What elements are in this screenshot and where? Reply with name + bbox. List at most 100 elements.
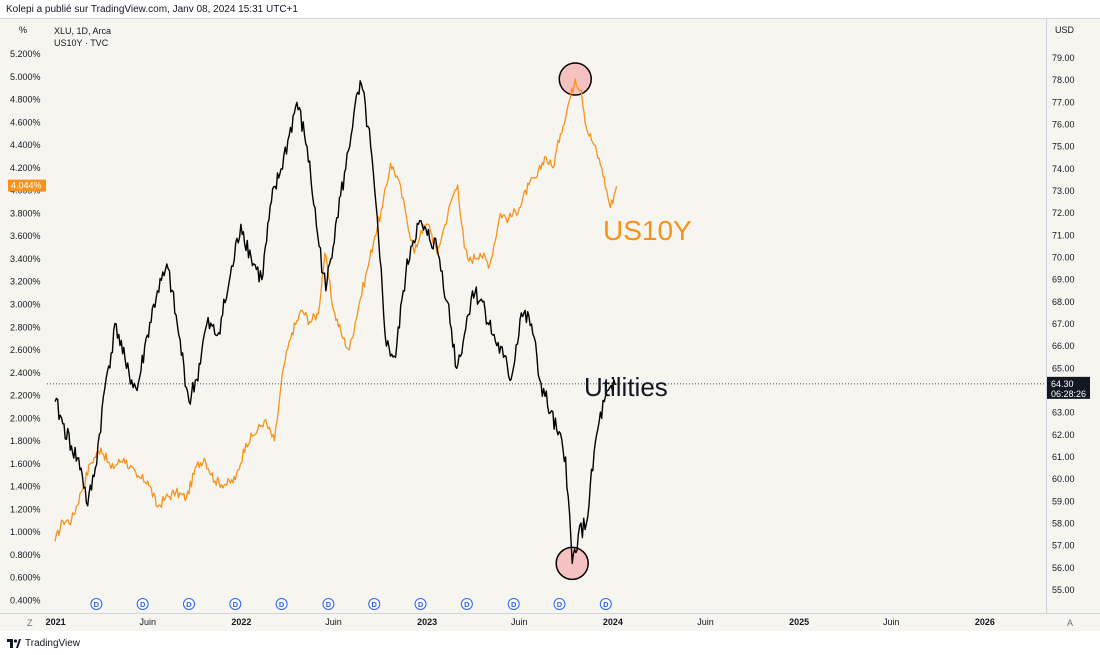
right-axis-tick: 77.00 [1052, 97, 1075, 107]
dividend-marker[interactable]: D [230, 599, 241, 610]
us10y-last-value: 4.044% [11, 181, 42, 191]
dividend-marker-label: D [464, 600, 470, 609]
right-axis-tick: 76.00 [1052, 120, 1075, 130]
xlu-series-line[interactable] [55, 81, 616, 564]
right-axis-tick: 74.00 [1052, 164, 1075, 174]
auto-scale-z-label[interactable]: Z [27, 618, 33, 628]
dividend-marker-label: D [511, 600, 517, 609]
right-axis-tick: 58.00 [1052, 519, 1075, 529]
left-axis-tick: 4.600% [10, 117, 41, 127]
left-axis-tick: 3.200% [10, 277, 41, 287]
time-axis-tick: Juin [697, 617, 714, 627]
left-axis-tick: 3.800% [10, 208, 41, 218]
right-axis-tick: 78.00 [1052, 75, 1075, 85]
right-axis-tick: 75.00 [1052, 142, 1075, 152]
left-axis-tick: 0.600% [10, 573, 41, 583]
time-axis-tick: 2025 [789, 617, 809, 627]
left-axis-tick: 1.000% [10, 527, 41, 537]
tradingview-logo[interactable]: TradingView [7, 638, 80, 649]
right-axis-tick: 62.00 [1052, 430, 1075, 440]
dividend-marker[interactable]: D [323, 599, 334, 610]
chart-legend: XLU, 1D, Arca US10Y · TVC [54, 25, 111, 49]
time-axis-tick: Juin [140, 617, 157, 627]
us10y-series-line[interactable] [55, 79, 616, 541]
dividend-marker[interactable]: D [508, 599, 519, 610]
dividend-marker-label: D [279, 600, 285, 609]
time-axis-tick: 2022 [231, 617, 251, 627]
left-axis-tick: 3.000% [10, 299, 41, 309]
dividend-marker[interactable]: D [91, 599, 102, 610]
xlu-last-value-badge: 64.3006:28:26 [1047, 377, 1090, 399]
right-axis-tick: 72.00 [1052, 208, 1075, 218]
time-axis-tick: 2024 [603, 617, 623, 627]
footer [0, 631, 1100, 655]
left-axis-tick: 4.800% [10, 95, 41, 105]
auto-scale-a-label[interactable]: A [1067, 618, 1073, 628]
left-axis-tick: 1.800% [10, 436, 41, 446]
left-axis-tick: 1.400% [10, 482, 41, 492]
dividend-marker[interactable]: D [461, 599, 472, 610]
dividend-marker-label: D [186, 600, 192, 609]
legend-us10y[interactable]: US10Y · TVC [54, 37, 111, 49]
left-axis-tick: 5.200% [10, 49, 41, 59]
left-axis-tick: 2.600% [10, 345, 41, 355]
time-axis-tick: Juin [511, 617, 528, 627]
dividend-marker[interactable]: D [183, 599, 194, 610]
dividend-marker[interactable]: D [276, 599, 287, 610]
bar-countdown: 06:28:26 [1051, 389, 1086, 399]
right-axis-unit: USD [1055, 25, 1075, 35]
right-axis-tick: 65.00 [1052, 363, 1075, 373]
left-axis-tick: 2.000% [10, 413, 41, 423]
left-axis-tick: 4.200% [10, 163, 41, 173]
left-axis-tick: 3.600% [10, 231, 41, 241]
time-axis-tick: Juin [883, 617, 900, 627]
dividend-marker[interactable]: D [554, 599, 565, 610]
dividend-marker-label: D [140, 600, 146, 609]
right-axis-tick: 69.00 [1052, 275, 1075, 285]
time-axis-tick: 2021 [46, 617, 66, 627]
right-axis-tick: 61.00 [1052, 452, 1075, 462]
right-axis-tick: 55.00 [1052, 585, 1075, 595]
dividend-marker[interactable]: D [600, 599, 611, 610]
right-axis-tick: 59.00 [1052, 496, 1075, 506]
us10y-last-value-badge: 4.044% [8, 180, 46, 192]
dividend-marker-label: D [372, 600, 378, 609]
right-axis-tick: 70.00 [1052, 253, 1075, 263]
right-axis-tick: 60.00 [1052, 474, 1075, 484]
dividend-marker[interactable]: D [137, 599, 148, 610]
legend-xlu[interactable]: XLU, 1D, Arca [54, 25, 111, 37]
time-axis-tick: Juin [325, 617, 342, 627]
time-axis-tick: 2023 [417, 617, 437, 627]
tradingview-logo-icon [7, 639, 21, 648]
right-axis-tick: 56.00 [1052, 563, 1075, 573]
dividend-marker-label: D [94, 600, 100, 609]
right-axis-tick: 68.00 [1052, 297, 1075, 307]
utilities-annotation: Utilities [584, 372, 668, 403]
dividend-marker-label: D [326, 600, 332, 609]
left-axis-tick: 5.000% [10, 72, 41, 82]
time-axis-tick: 2026 [975, 617, 995, 627]
right-axis-tick: 79.00 [1052, 53, 1075, 63]
xlu-last-value: 64.30 [1051, 379, 1074, 389]
left-axis-unit: % [19, 25, 27, 35]
left-axis-tick: 0.800% [10, 550, 41, 560]
left-axis-tick: 1.200% [10, 504, 41, 514]
dividend-marker-label: D [418, 600, 424, 609]
right-axis-tick: 67.00 [1052, 319, 1075, 329]
right-axis-tick: 73.00 [1052, 186, 1075, 196]
dividend-marker[interactable]: D [415, 599, 426, 610]
right-axis-tick: 71.00 [1052, 230, 1075, 240]
dividend-marker-label: D [233, 600, 239, 609]
left-axis-tick: 2.400% [10, 368, 41, 378]
right-axis-tick: 63.00 [1052, 408, 1075, 418]
right-axis-tick: 57.00 [1052, 541, 1075, 551]
left-axis-tick: 2.800% [10, 322, 41, 332]
left-axis-tick: 1.600% [10, 459, 41, 469]
us10y-annotation: US10Y [603, 215, 692, 247]
dividend-marker[interactable]: D [369, 599, 380, 610]
left-axis-tick: 4.400% [10, 140, 41, 150]
left-axis-tick: 0.400% [10, 596, 41, 606]
left-axis-tick: 3.400% [10, 254, 41, 264]
dividend-marker-label: D [603, 600, 609, 609]
